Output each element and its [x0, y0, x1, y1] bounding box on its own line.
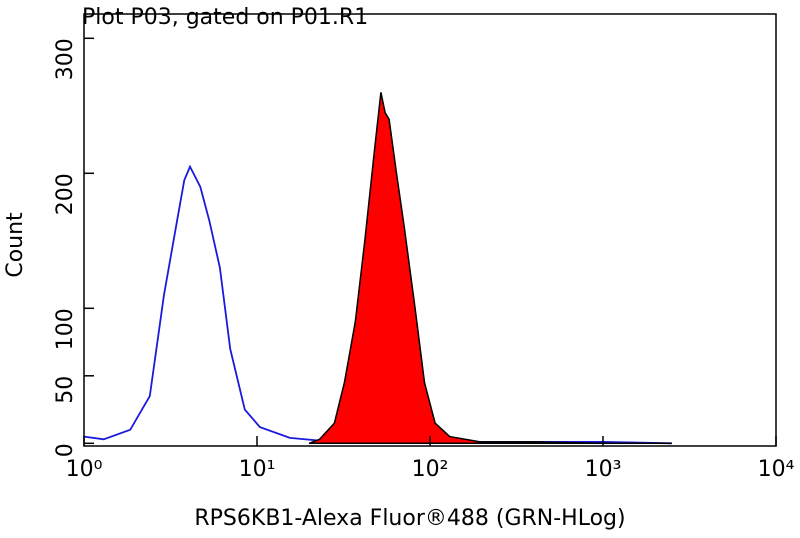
histogram-fill — [308, 92, 672, 445]
x-tick-label: 10² — [412, 457, 449, 482]
y-tick-label: 0 — [53, 443, 78, 457]
plot-frame — [83, 13, 777, 447]
x-axis-label: RPS6KB1-Alexa Fluor®488 (GRN-HLog) — [194, 506, 625, 531]
y-tick-label: 300 — [53, 38, 78, 80]
y-tick-label: 50 — [53, 376, 78, 404]
y-tick-label: 200 — [53, 173, 78, 215]
x-tick-label: 10⁰ — [66, 457, 103, 482]
y-axis-label: Count — [3, 212, 28, 278]
x-tick-label: 10³ — [585, 457, 622, 482]
x-tick-label: 10⁴ — [758, 457, 795, 482]
x-tick-label: 10¹ — [239, 457, 276, 482]
y-tick-label: 100 — [53, 308, 78, 350]
chart-title: Plot P03, gated on P01.R1 — [82, 5, 368, 30]
